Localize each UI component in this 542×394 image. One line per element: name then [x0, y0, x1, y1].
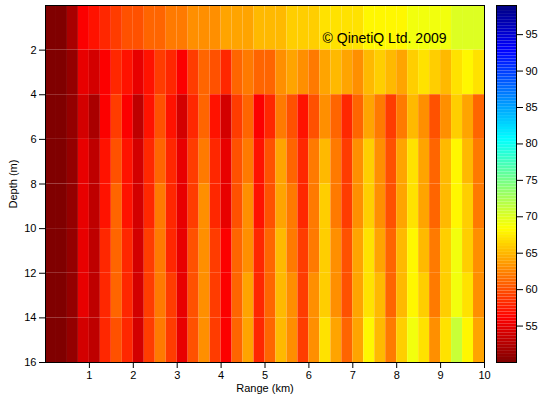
svg-text:8: 8: [30, 178, 36, 190]
svg-text:3: 3: [174, 369, 180, 381]
svg-text:Range (km): Range (km): [236, 382, 293, 394]
svg-text:© QinetiQ Ltd. 2009: © QinetiQ Ltd. 2009: [323, 30, 447, 46]
svg-text:16: 16: [24, 356, 36, 368]
svg-text:55: 55: [526, 320, 538, 332]
svg-text:85: 85: [526, 101, 538, 113]
svg-text:9: 9: [438, 369, 444, 381]
svg-text:2: 2: [30, 44, 36, 56]
svg-text:60: 60: [526, 283, 538, 295]
svg-text:6: 6: [306, 369, 312, 381]
svg-text:Depth (m): Depth (m): [7, 160, 19, 209]
svg-text:10: 10: [24, 222, 36, 234]
svg-text:90: 90: [526, 65, 538, 77]
svg-text:10: 10: [478, 369, 490, 381]
svg-text:5: 5: [262, 369, 268, 381]
svg-text:80: 80: [526, 137, 538, 149]
svg-text:75: 75: [526, 174, 538, 186]
svg-text:70: 70: [526, 210, 538, 222]
svg-text:14: 14: [24, 311, 36, 323]
svg-text:7: 7: [350, 369, 356, 381]
svg-text:95: 95: [526, 28, 538, 40]
svg-text:12: 12: [24, 267, 36, 279]
svg-text:8: 8: [394, 369, 400, 381]
svg-text:4: 4: [30, 88, 36, 100]
svg-text:6: 6: [30, 133, 36, 145]
svg-text:4: 4: [218, 369, 224, 381]
svg-text:2: 2: [130, 369, 136, 381]
svg-text:1: 1: [86, 369, 92, 381]
svg-text:65: 65: [526, 247, 538, 259]
